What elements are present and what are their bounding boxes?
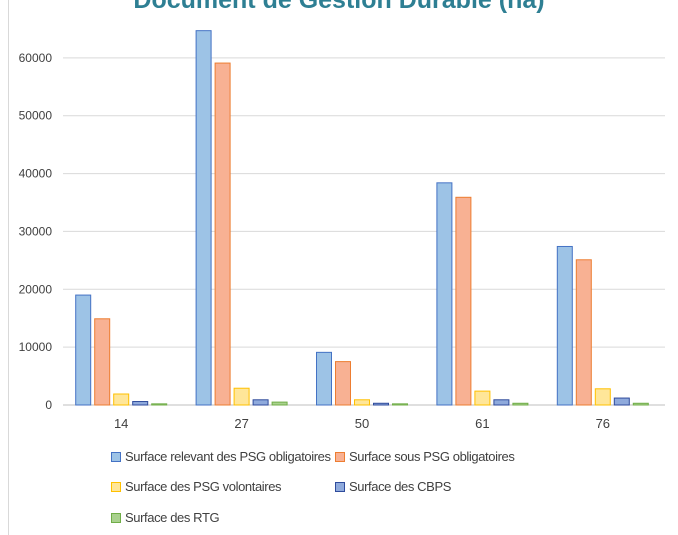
bar-14-series-5 <box>151 403 168 406</box>
x-tick-label: 76 <box>596 416 610 431</box>
bar-27-series-2 <box>214 62 231 406</box>
legend-item: Surface des CBPS <box>335 479 451 494</box>
legend-label: Surface relevant des PSG obligatoires <box>125 449 331 464</box>
bar-76-series-2 <box>575 259 592 406</box>
bar-14-series-2 <box>94 318 111 406</box>
y-tick-label: 10000 <box>19 340 53 354</box>
legend-label: Surface sous PSG obligatoires <box>349 449 515 464</box>
bar-chart: 0 10000 20000 30000 40000 50000 60000 14 27 50 61 7… <box>19 30 665 431</box>
y-tick-label: 20000 <box>19 282 53 296</box>
legend-swatch <box>111 451 121 462</box>
bar-50-series-3 <box>354 399 370 406</box>
bar-61-series-3 <box>474 390 491 406</box>
bar-61-series-2 <box>455 196 472 406</box>
bar-50-series-1 <box>316 351 332 406</box>
x-tick-label: 14 <box>114 416 128 431</box>
y-tick-label: 60000 <box>19 51 53 65</box>
legend-swatch <box>111 481 121 492</box>
bar-50-series-2 <box>335 361 351 406</box>
x-tick-label: 50 <box>355 416 369 431</box>
frame-border <box>8 0 9 535</box>
chart-title: Document de Gestion Durable (ha) <box>133 0 545 14</box>
legend-label: Surface des PSG volontaires <box>125 479 282 494</box>
legend-item: Surface relevant des PSG obligatoires <box>111 449 331 464</box>
bar-76-series-5 <box>632 402 649 406</box>
y-tick-label: 0 <box>45 398 52 412</box>
legend-item: Surface sous PSG obligatoires <box>335 449 515 464</box>
legend-item: Surface des PSG volontaires <box>111 479 282 494</box>
bar-50-series-5 <box>392 403 408 406</box>
bar-27-series-3 <box>233 387 250 406</box>
bar-61-series-5 <box>512 402 529 406</box>
bar-76-series-4 <box>613 397 630 406</box>
legend-swatch <box>335 451 345 462</box>
bar-50-series-4 <box>373 402 389 406</box>
x-tick-label: 61 <box>475 416 489 431</box>
bar-14-series-1 <box>75 294 92 406</box>
y-tick-label: 40000 <box>19 167 53 181</box>
bar-61-series-4 <box>493 399 510 406</box>
bar-76-series-1 <box>556 245 573 406</box>
legend-swatch <box>111 512 121 523</box>
legend-label: Surface des RTG <box>125 510 220 525</box>
legend-item: Surface des RTG <box>111 510 220 525</box>
bar-27-series-1 <box>195 30 212 406</box>
chart-legend: Surface relevant des PSG obligatoires Sur… <box>0 440 678 535</box>
y-tick-label: 30000 <box>19 224 53 238</box>
bar-61-series-1 <box>436 182 453 406</box>
bar-14-series-4 <box>132 401 149 406</box>
legend-swatch <box>335 481 345 492</box>
bar-27-series-4 <box>252 399 269 406</box>
bar-76-series-3 <box>594 388 611 406</box>
x-tick-label: 27 <box>234 416 248 431</box>
bar-14-series-3 <box>113 393 130 406</box>
y-tick-label: 50000 <box>19 109 53 123</box>
bar-27-series-5 <box>271 401 288 406</box>
legend-label: Surface des CBPS <box>349 479 451 494</box>
